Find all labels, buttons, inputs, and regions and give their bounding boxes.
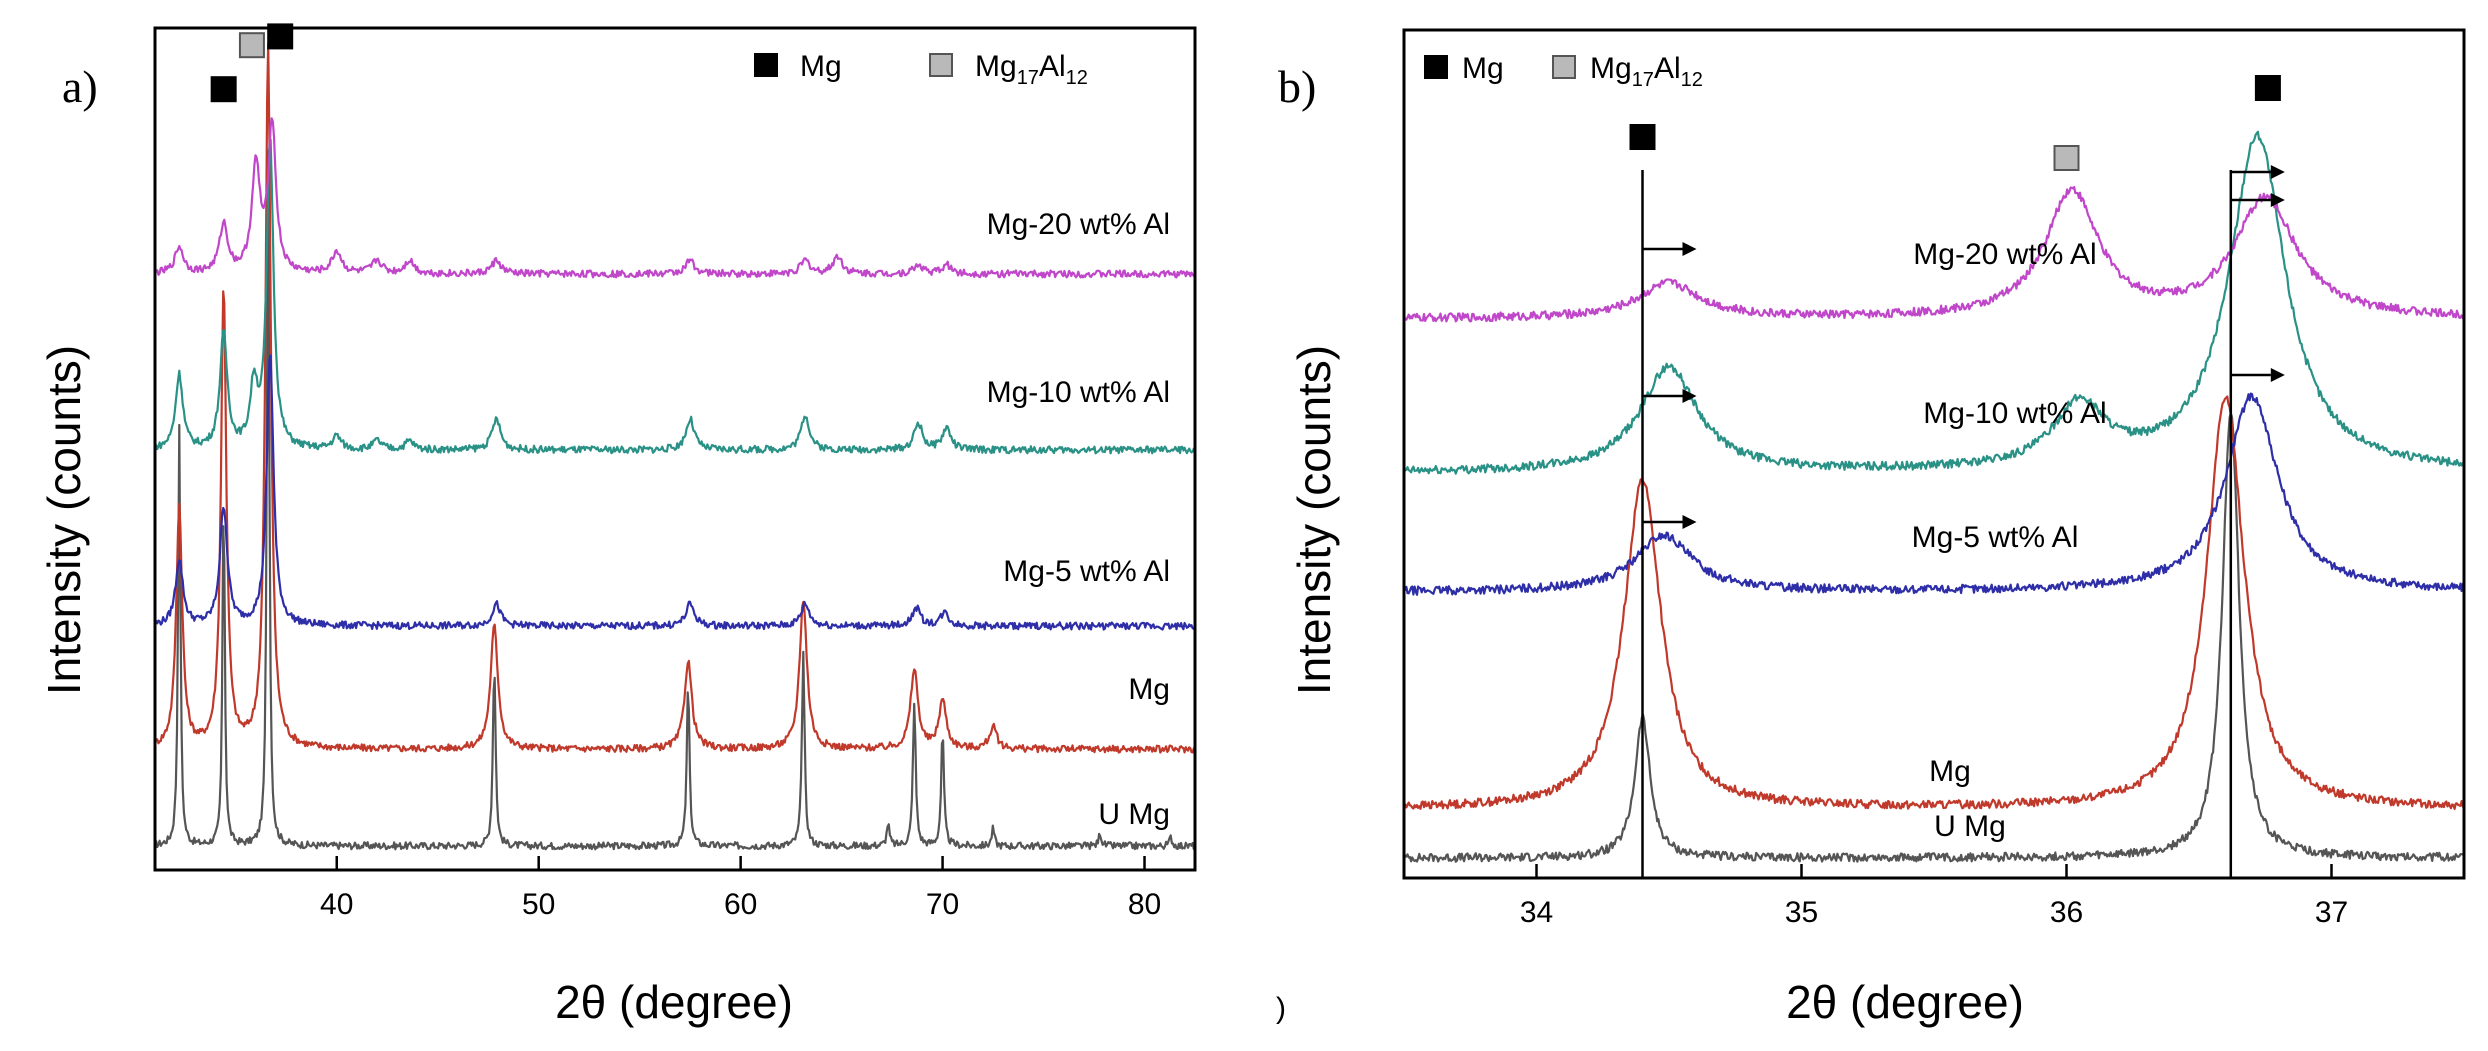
panel-b-peak-markers (1629, 75, 2281, 171)
panel-a-x-tick-label-70: 70 (926, 888, 959, 921)
panel-b-peak-marker-2 (2254, 75, 2281, 101)
panel-b-peak-marker-0 (1629, 124, 1656, 150)
panel-a-series (153, 42, 1197, 851)
panel-a-peak-marker-1 (238, 32, 265, 59)
panel-a-trace-2 (153, 354, 1196, 631)
panel-b-shift-arrow-5 (2230, 368, 2285, 382)
panel-b-legend-phase-al: Al (1654, 52, 1681, 85)
panel-b-letter: b) (1278, 61, 1316, 112)
panel-b: b) Intensity (counts) 2θ (degree) 34 35 36… (1276, 28, 2466, 1028)
panel-b-shift-arrow-2 (1642, 515, 1697, 529)
panel-b-peak-marker-1 (2053, 145, 2080, 171)
panel-b-x-ticks: 34 35 36 37 (1520, 864, 2348, 929)
panel-b-x-tick-label-35: 35 (1785, 896, 1818, 929)
panel-a-x-tick-label-40: 40 (320, 888, 353, 921)
panel-b-legend-phase-label: Mg17Al12 (1590, 52, 1703, 91)
panel-a-trace-1 (153, 42, 1196, 754)
panel-b-trace-3 (1402, 130, 2465, 475)
panel-b-x-tick-label-36: 36 (2050, 896, 2083, 929)
panel-b-legend-mg-label: Mg (1462, 52, 1504, 85)
panel-a-legend-phase-marker (929, 53, 953, 77)
panel-a-y-axis-title: Intensity (counts) (38, 345, 90, 695)
stray-mark: ) (1276, 992, 1286, 1025)
panel-a-x-tick-label-50: 50 (522, 888, 555, 921)
panel-b-legend-phase-sub1: 17 (1632, 69, 1654, 91)
panel-b-plot-frame (1402, 28, 2466, 880)
panel-a: a) Intensity (counts) 2θ (degree) 40 50 60… (38, 23, 1197, 1028)
panel-b-reference-lines (1641, 170, 2233, 878)
panel-b-series-label-4: Mg-20 wt% Al (1913, 238, 2096, 271)
panel-a-trace-4 (154, 117, 1197, 279)
panel-b-legend-mg-marker (1424, 55, 1448, 79)
panel-b-trace-2 (1403, 392, 2466, 596)
panel-a-trace-0 (154, 149, 1197, 851)
panel-a-letter: a) (62, 61, 98, 112)
panel-a-x-tick-label-80: 80 (1128, 888, 1161, 921)
panel-b-shift-arrow-3 (2230, 165, 2285, 179)
panel-b-trace-1 (1403, 395, 2466, 810)
panel-a-plot-frame (153, 26, 1197, 872)
panel-a-series-label-1: Mg (1128, 673, 1170, 706)
panel-a-peak-marker-0 (210, 76, 237, 103)
panel-b-shift-arrow-0 (1642, 242, 1697, 256)
panel-a-series-label-4: Mg-20 wt% Al (987, 208, 1170, 241)
panel-a-legend-mg-marker (754, 53, 778, 77)
panel-b-series-label-2: Mg-5 wt% Al (1912, 521, 2079, 554)
panel-a-legend-phase-mg: Mg (975, 50, 1017, 83)
panel-a-x-axis-title: 2θ (degree) (555, 976, 793, 1028)
panel-b-shift-arrow-1 (1642, 389, 1697, 403)
panel-b-shift-arrows (1642, 165, 2285, 529)
panel-b-series-label-0: U Mg (1934, 810, 2006, 843)
panel-b-legend-phase-mg: Mg (1590, 52, 1632, 85)
panel-b-y-axis-title: Intensity (counts) (1288, 345, 1340, 695)
panel-a-x-tick-label-60: 60 (724, 888, 757, 921)
panel-b-series (1402, 130, 2466, 863)
panel-a-legend: Mg Mg17Al12 (754, 50, 1088, 89)
panel-b-legend: Mg Mg17Al12 (1424, 52, 1703, 91)
panel-a-peak-markers (210, 23, 294, 103)
panel-a-trace-3 (154, 138, 1196, 455)
panel-a-series-labels: U Mg Mg Mg-5 wt% Al Mg-10 wt% Al Mg-20 wt% A… (987, 208, 1170, 831)
panel-b-trace-0 (1402, 411, 2465, 863)
panel-a-legend-phase-sub2: 12 (1066, 67, 1088, 89)
panel-b-shift-arrow-4 (2230, 193, 2285, 207)
panel-a-legend-mg-label: Mg (800, 50, 842, 83)
panel-b-series-label-1: Mg (1929, 755, 1971, 788)
panel-a-series-label-3: Mg-10 wt% Al (987, 376, 1170, 409)
panel-b-legend-phase-marker (1552, 55, 1576, 79)
panel-a-legend-phase-al: Al (1039, 50, 1066, 83)
panel-b-trace-4 (1403, 186, 2465, 323)
panel-b-x-tick-label-37: 37 (2315, 896, 2348, 929)
panel-a-series-label-0: U Mg (1098, 798, 1170, 831)
panel-b-x-tick-label-34: 34 (1520, 896, 1553, 929)
panel-b-x-axis-title: 2θ (degree) (1786, 976, 2024, 1028)
panel-a-legend-phase-label: Mg17Al12 (975, 50, 1088, 89)
panel-b-series-labels: U Mg Mg Mg-5 wt% Al Mg-10 wt% Al Mg-20 wt% A… (1912, 238, 2107, 843)
panel-b-legend-phase-sub2: 12 (1681, 69, 1703, 91)
panel-a-x-ticks: 40 50 60 70 80 (320, 856, 1161, 921)
panel-a-series-label-2: Mg-5 wt% Al (1003, 555, 1170, 588)
panel-a-legend-phase-sub1: 17 (1017, 67, 1039, 89)
panel-b-series-label-3: Mg-10 wt% Al (1923, 397, 2106, 430)
